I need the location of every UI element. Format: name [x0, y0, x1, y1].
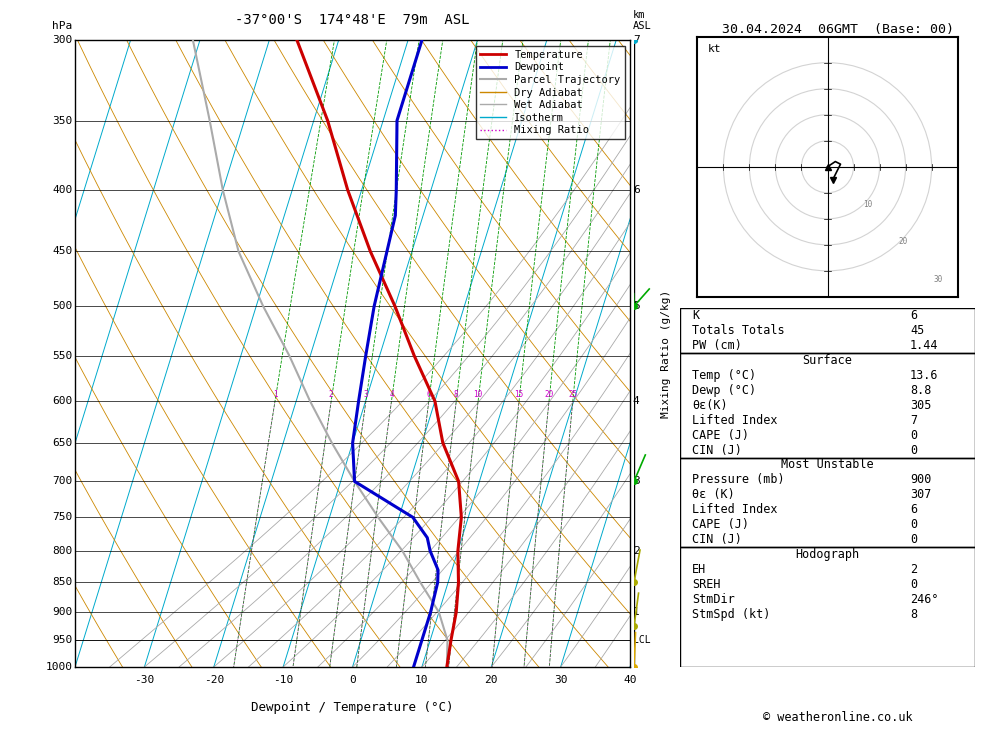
Text: Surface: Surface — [803, 354, 852, 366]
Text: StmSpd (kt): StmSpd (kt) — [692, 608, 770, 621]
Text: hPa: hPa — [52, 21, 72, 31]
Text: 700: 700 — [52, 476, 72, 487]
Text: 900: 900 — [910, 474, 931, 487]
Text: 246°: 246° — [910, 593, 939, 606]
Text: Pressure (mb): Pressure (mb) — [692, 474, 784, 487]
Text: -10: -10 — [273, 674, 293, 685]
Text: 600: 600 — [52, 396, 72, 406]
Text: 10: 10 — [415, 674, 429, 685]
Text: 0: 0 — [910, 534, 917, 546]
Text: SREH: SREH — [692, 578, 720, 592]
Text: 15: 15 — [514, 390, 524, 399]
Text: 950: 950 — [52, 636, 72, 645]
Text: 2: 2 — [910, 563, 917, 576]
Text: 550: 550 — [52, 351, 72, 361]
Text: Hodograph: Hodograph — [795, 548, 860, 561]
Text: 0: 0 — [910, 429, 917, 441]
Text: 2: 2 — [633, 546, 640, 556]
Text: 5: 5 — [633, 301, 640, 312]
Bar — [680, 308, 975, 353]
Text: 8: 8 — [454, 390, 459, 399]
Text: Dewp (°C): Dewp (°C) — [692, 383, 756, 397]
Text: K: K — [692, 309, 699, 322]
Text: θε (K): θε (K) — [692, 488, 735, 501]
Text: 650: 650 — [52, 438, 72, 448]
Text: 20: 20 — [484, 674, 498, 685]
Text: 450: 450 — [52, 246, 72, 257]
Text: 6: 6 — [426, 390, 431, 399]
Text: 30.04.2024  06GMT  (Base: 00): 30.04.2024 06GMT (Base: 00) — [722, 23, 954, 37]
Text: 350: 350 — [52, 116, 72, 125]
Text: 1000: 1000 — [45, 662, 72, 672]
Text: -30: -30 — [134, 674, 154, 685]
Text: 305: 305 — [910, 399, 931, 412]
Text: CIN (J): CIN (J) — [692, 534, 742, 546]
Text: 40: 40 — [623, 674, 637, 685]
Text: 800: 800 — [52, 546, 72, 556]
Text: 6: 6 — [910, 309, 917, 322]
Text: 10: 10 — [473, 390, 483, 399]
Text: 30: 30 — [554, 674, 567, 685]
Text: Lifted Index: Lifted Index — [692, 413, 777, 427]
Bar — [680, 548, 975, 667]
Text: -20: -20 — [204, 674, 224, 685]
Text: 3: 3 — [364, 390, 368, 399]
Text: Dewpoint / Temperature (°C): Dewpoint / Temperature (°C) — [251, 701, 454, 715]
Text: 0: 0 — [349, 674, 356, 685]
Text: 1: 1 — [633, 607, 640, 617]
Text: km
ASL: km ASL — [633, 10, 652, 31]
Text: 4: 4 — [389, 390, 394, 399]
Text: 307: 307 — [910, 488, 931, 501]
Text: 750: 750 — [52, 512, 72, 523]
Text: CAPE (J): CAPE (J) — [692, 429, 749, 441]
Text: 850: 850 — [52, 578, 72, 587]
Text: 8.8: 8.8 — [910, 383, 931, 397]
Text: 2: 2 — [329, 390, 333, 399]
Text: © weatheronline.co.uk: © weatheronline.co.uk — [763, 711, 913, 724]
Text: 25: 25 — [568, 390, 577, 399]
Text: 0: 0 — [910, 443, 917, 457]
Text: 8: 8 — [910, 608, 917, 621]
Text: 0: 0 — [910, 518, 917, 531]
Text: Totals Totals: Totals Totals — [692, 324, 784, 336]
Text: Mixing Ratio (g/kg): Mixing Ratio (g/kg) — [661, 290, 671, 418]
Text: 10: 10 — [863, 200, 872, 209]
Text: PW (cm): PW (cm) — [692, 339, 742, 352]
Text: 0: 0 — [910, 578, 917, 592]
Text: 4: 4 — [633, 396, 640, 406]
Text: StmDir: StmDir — [692, 593, 735, 606]
Legend: Temperature, Dewpoint, Parcel Trajectory, Dry Adiabat, Wet Adiabat, Isotherm, Mi: Temperature, Dewpoint, Parcel Trajectory… — [476, 45, 625, 139]
Text: 20: 20 — [898, 237, 908, 246]
Bar — [680, 457, 975, 548]
Text: 500: 500 — [52, 301, 72, 312]
Text: 3: 3 — [633, 476, 640, 487]
Text: θε(K): θε(K) — [692, 399, 727, 412]
Text: 13.6: 13.6 — [910, 369, 939, 382]
Text: 30: 30 — [934, 275, 943, 284]
Text: Lifted Index: Lifted Index — [692, 504, 777, 516]
Text: 1.44: 1.44 — [910, 339, 939, 352]
Text: Most Unstable: Most Unstable — [781, 459, 874, 471]
Text: 6: 6 — [633, 185, 640, 195]
Text: CIN (J): CIN (J) — [692, 443, 742, 457]
Text: CAPE (J): CAPE (J) — [692, 518, 749, 531]
Text: 400: 400 — [52, 185, 72, 195]
Text: 7: 7 — [910, 413, 917, 427]
Text: 900: 900 — [52, 607, 72, 617]
Text: LCL: LCL — [633, 636, 650, 645]
Text: -37°00'S  174°48'E  79m  ASL: -37°00'S 174°48'E 79m ASL — [235, 12, 470, 26]
Text: kt: kt — [708, 44, 721, 54]
Text: EH: EH — [692, 563, 706, 576]
Text: 7: 7 — [633, 35, 640, 45]
Text: Temp (°C): Temp (°C) — [692, 369, 756, 382]
Text: 45: 45 — [910, 324, 924, 336]
Text: 20: 20 — [544, 390, 554, 399]
Text: 6: 6 — [910, 504, 917, 516]
Text: 300: 300 — [52, 35, 72, 45]
Bar — [680, 353, 975, 457]
Text: 1: 1 — [273, 390, 277, 399]
